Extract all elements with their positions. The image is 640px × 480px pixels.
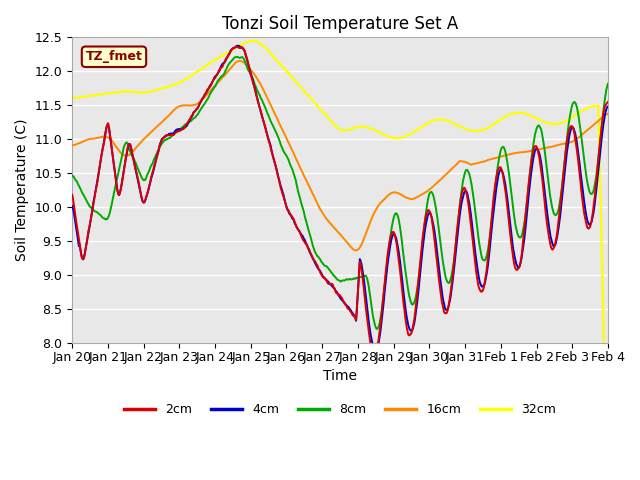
Text: TZ_fmet: TZ_fmet [86,50,143,63]
Y-axis label: Soil Temperature (C): Soil Temperature (C) [15,119,29,262]
Title: Tonzi Soil Temperature Set A: Tonzi Soil Temperature Set A [222,15,458,33]
X-axis label: Time: Time [323,369,357,383]
Legend: 2cm, 4cm, 8cm, 16cm, 32cm: 2cm, 4cm, 8cm, 16cm, 32cm [119,398,561,421]
